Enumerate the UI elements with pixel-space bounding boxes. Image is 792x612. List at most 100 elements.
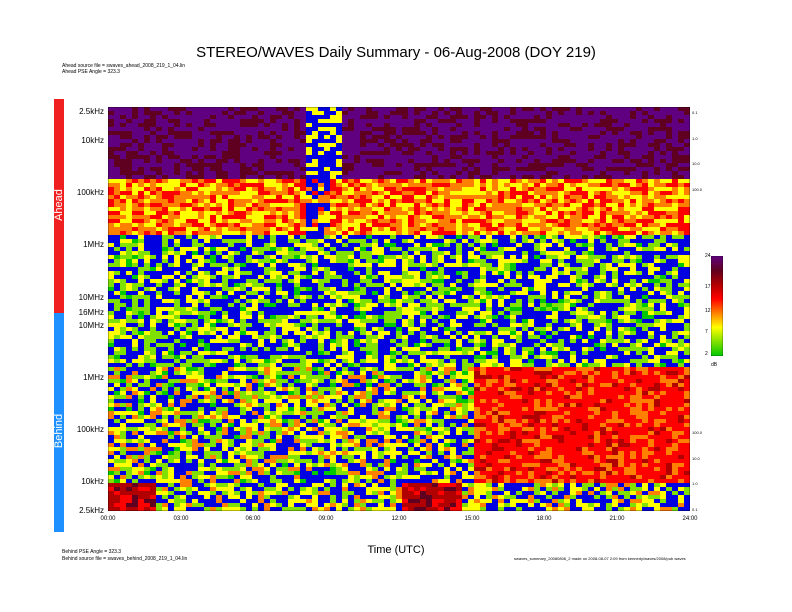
heatmap-cell [654,223,661,228]
heatmap-cell [624,283,631,288]
heatmap-cell [252,199,259,204]
heatmap-cell [264,267,271,272]
heatmap-cell [120,303,127,308]
heatmap-cell [354,139,361,144]
heatmap-cell [336,195,343,200]
heatmap-cell [618,283,625,288]
heatmap-cell [588,243,595,248]
heatmap-cell [204,259,211,264]
heatmap-cell [162,167,169,172]
heatmap-cell [270,231,277,236]
heatmap-cell [594,199,601,204]
heatmap-cell [270,215,277,220]
heatmap-cell [240,311,247,316]
heatmap-cell [282,115,289,120]
heatmap-cell [246,263,253,268]
heatmap-cell [300,291,307,296]
heatmap-cell [618,271,625,276]
heatmap-cell [372,247,379,252]
heatmap-cell [564,263,571,268]
heatmap-cell [684,183,690,188]
heatmap-cell [228,231,235,236]
heatmap-cell [540,179,547,184]
heatmap-cell [456,183,463,188]
heatmap-cell [222,243,229,248]
heatmap-cell [672,203,679,208]
heatmap-cell [108,147,115,152]
heatmap-cell [540,127,547,132]
heatmap-cell [222,127,229,132]
heatmap-cell [132,139,139,144]
heatmap-cell [516,211,523,216]
heatmap-cell [600,111,607,116]
heatmap-cell [150,311,157,316]
heatmap-cell [180,111,187,116]
heatmap-cell [648,115,655,120]
heatmap-cell [168,159,175,164]
heatmap-cell [354,251,361,256]
heatmap-cell [126,247,133,252]
heatmap-cell [378,167,385,172]
heatmap-cell [630,211,637,216]
heatmap-cell [264,199,271,204]
heatmap-cell [312,295,319,300]
heatmap-cell [630,203,637,208]
heatmap-cell [426,271,433,276]
heatmap-cell [600,283,607,288]
heatmap-cell [492,119,499,124]
heatmap-cell [474,259,481,264]
heatmap-cell [120,111,127,116]
heatmap-cell [186,207,193,212]
heatmap-cell [252,207,259,212]
heatmap-cell [132,143,139,148]
heatmap-cell [354,215,361,220]
heatmap-cell [384,219,391,224]
heatmap-cell [294,299,301,304]
heatmap-cell [264,231,271,236]
heatmap-cell [576,291,583,296]
heatmap-cell [438,307,445,312]
heatmap-cell [486,243,493,248]
heatmap-cell [192,175,199,180]
heatmap-cell [336,203,343,208]
heatmap-cell [324,127,331,132]
heatmap-cell [198,139,205,144]
heatmap-cell [498,131,505,136]
heatmap-cell [660,295,667,300]
heatmap-cell [516,159,523,164]
heatmap-cell [390,107,397,112]
heatmap-cell [444,191,451,196]
heatmap-cell [570,179,577,184]
heatmap-cell [438,167,445,172]
heatmap-cell [186,179,193,184]
heatmap-cell [522,199,529,204]
heatmap-cell [360,127,367,132]
heatmap-cell [444,111,451,116]
heatmap-cell [654,187,661,192]
heatmap-cell [522,223,529,228]
heatmap-cell [210,223,217,228]
heatmap-cell [420,175,427,180]
heatmap-cell [666,231,673,236]
heatmap-cell [534,155,541,160]
heatmap-cell [348,139,355,144]
heatmap-cell [624,163,631,168]
heatmap-cell [270,155,277,160]
heatmap-cell [324,203,331,208]
heatmap-cell [528,267,535,272]
heatmap-cell [426,147,433,152]
heatmap-cell [666,275,673,280]
heatmap-cell [390,135,397,140]
heatmap-cell [600,159,607,164]
heatmap-cell [204,191,211,196]
heatmap-cell [222,131,229,136]
heatmap-cell [504,239,511,244]
heatmap-cell [564,175,571,180]
heatmap-cell [660,179,667,184]
heatmap-cell [660,287,667,292]
heatmap-cell [534,143,541,148]
heatmap-cell [186,139,193,144]
heatmap-cell [246,247,253,252]
heatmap-cell [132,159,139,164]
heatmap-cell [660,215,667,220]
